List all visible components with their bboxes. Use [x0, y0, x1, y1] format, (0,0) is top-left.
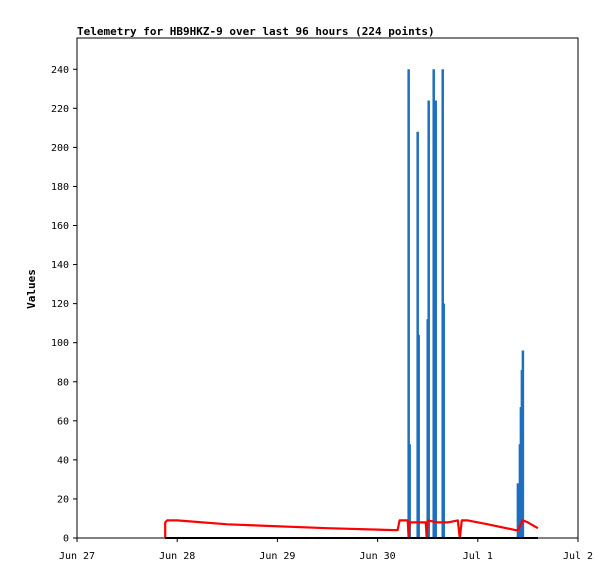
y-tick-label: 20: [57, 494, 69, 505]
y-axis: 0 20 40 60 80 100 120 140 160 180 200 220 240: [51, 65, 77, 545]
y-tick-label: 180: [51, 182, 69, 193]
series-1: [164, 519, 539, 540]
y-tick-label: 200: [51, 143, 69, 154]
x-tick-label: Jun 30: [360, 551, 396, 562]
series-line: [164, 519, 539, 540]
x-tick-label: Jun 29: [259, 551, 295, 562]
y-tick-label: 240: [51, 65, 69, 76]
x-tick-label: Jul 2: [563, 551, 593, 562]
x-tick-label: Jun 27: [59, 551, 95, 562]
chart-title: Telemetry for HB9HKZ-9 over last 96 hour…: [77, 25, 435, 38]
x-tick-label: Jul 1: [463, 551, 493, 562]
x-tick-label: Jun 28: [159, 551, 195, 562]
x-axis: Jun 27 Jun 28 Jun 29 Jun 30 Jul 1 Jul 2: [59, 538, 593, 562]
y-tick-label: 120: [51, 299, 69, 310]
y-tick-label: 220: [51, 104, 69, 115]
series-0: [407, 69, 525, 538]
y-tick-label: 40: [57, 455, 69, 466]
y-tick-label: 160: [51, 221, 69, 232]
plot-area: [76, 37, 579, 539]
y-axis-title: Values: [25, 269, 38, 309]
y-tick-label: 100: [51, 338, 69, 349]
y-tick-label: 80: [57, 377, 69, 388]
y-tick-label: 140: [51, 260, 69, 271]
series-layer: [164, 69, 539, 540]
y-tick-label: 60: [57, 416, 69, 427]
y-tick-label: 0: [63, 534, 69, 545]
